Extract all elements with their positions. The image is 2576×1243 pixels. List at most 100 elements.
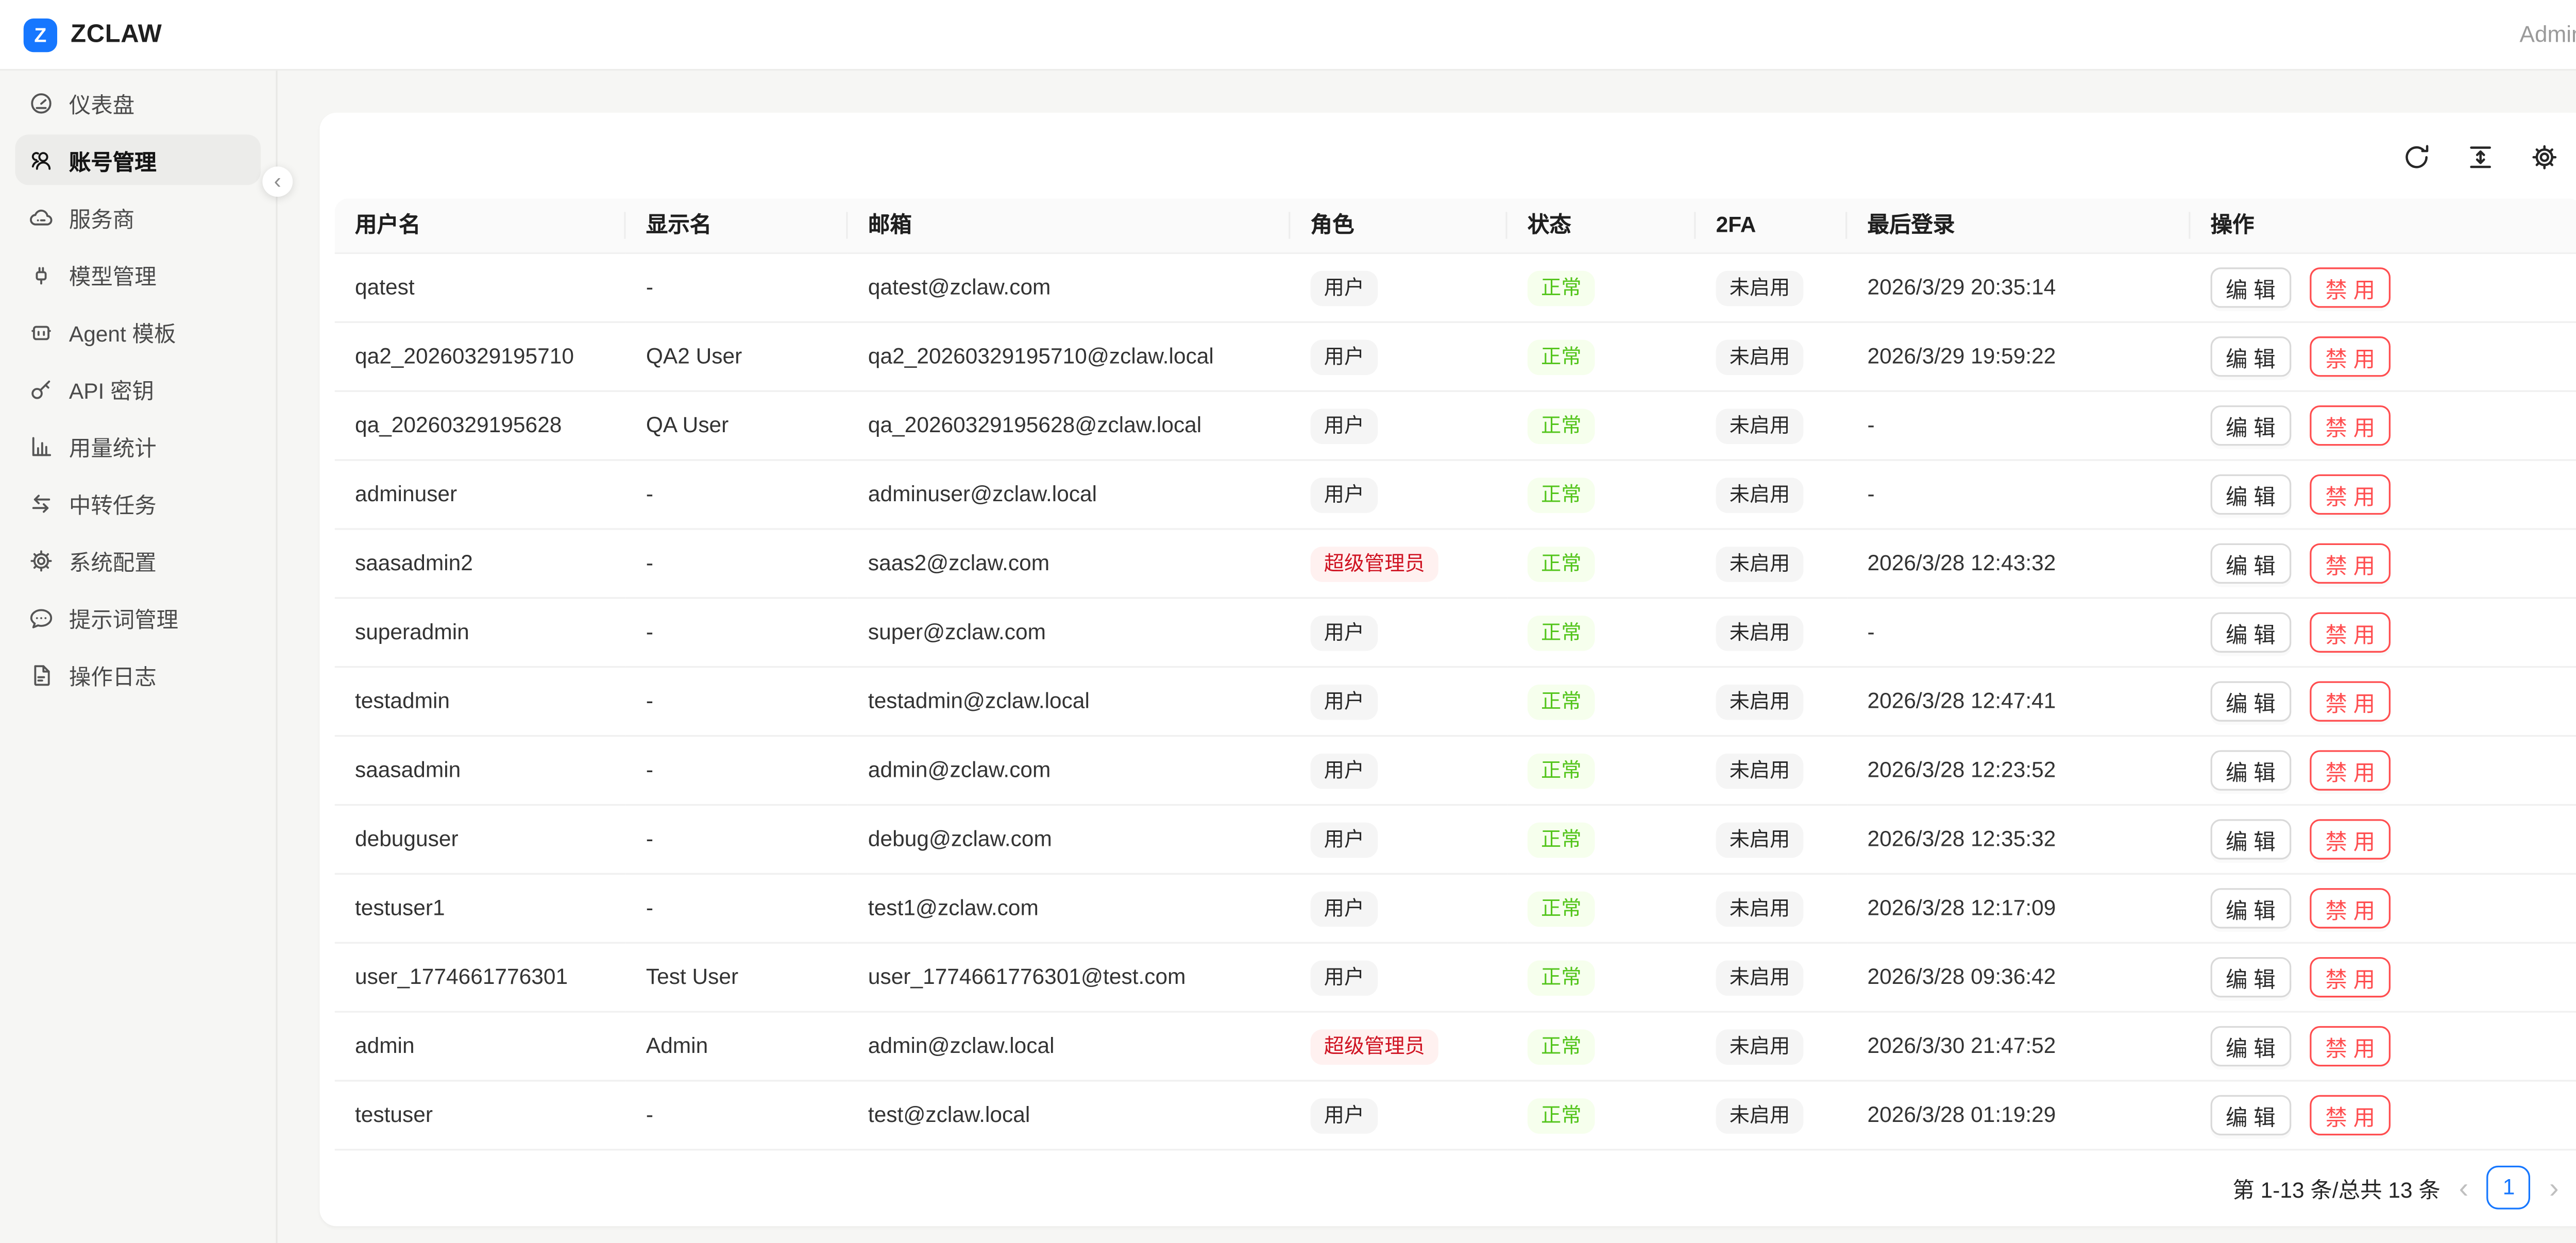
pagination-summary: 第 1-13 条/总共 13 条 xyxy=(2232,1177,2441,1202)
twofa-cell: 未启用 xyxy=(1696,1012,1848,1082)
settings-gear-icon[interactable] xyxy=(2530,143,2559,172)
sidebar-item-system-config[interactable]: 系统配置 xyxy=(15,535,261,585)
actions-cell: 编 辑 禁 用 xyxy=(2190,253,2576,323)
sidebar-item-usage-stats[interactable]: 用量统计 xyxy=(15,420,261,471)
twofa-cell: 未启用 xyxy=(1696,391,1848,461)
status-cell: 正常 xyxy=(1507,322,1696,392)
robot-icon xyxy=(29,319,54,344)
disable-button[interactable]: 禁 用 xyxy=(2310,474,2391,515)
refresh-icon[interactable] xyxy=(2402,143,2431,172)
twofa-cell: 未启用 xyxy=(1696,322,1848,392)
disable-button[interactable]: 禁 用 xyxy=(2310,750,2391,791)
status-cell: 正常 xyxy=(1507,1012,1696,1082)
sidebar-item-models[interactable]: 模型管理 xyxy=(15,249,261,299)
disable-button[interactable]: 禁 用 xyxy=(2310,405,2391,446)
column-height-icon[interactable] xyxy=(2466,143,2495,172)
last-login-cell: - xyxy=(1847,391,2191,461)
table-row: adminuser - adminuser@zclaw.local 用户 正常 … xyxy=(334,460,2576,530)
email-cell: qa_20260329195628@zclaw.local xyxy=(848,391,1291,461)
edit-button[interactable]: 编 辑 xyxy=(2210,819,2291,860)
disable-button[interactable]: 禁 用 xyxy=(2310,1026,2391,1067)
edit-button[interactable]: 编 辑 xyxy=(2210,1026,2291,1067)
disable-button[interactable]: 禁 用 xyxy=(2310,819,2391,860)
role-cell: 用户 xyxy=(1290,253,1507,323)
status-badge: 正常 xyxy=(1527,270,1595,305)
table-row: superadmin - super@zclaw.com 用户 正常 未启用 -… xyxy=(334,598,2576,668)
role-tag: 用户 xyxy=(1310,615,1378,651)
edit-button[interactable]: 编 辑 xyxy=(2210,543,2291,584)
role-tag: 用户 xyxy=(1310,407,1378,444)
sidebar-item-accounts[interactable]: 账号管理 xyxy=(15,134,261,185)
username-cell: user_1774661776301 xyxy=(334,943,626,1013)
disable-button[interactable]: 禁 用 xyxy=(2310,957,2391,998)
display-name-cell: - xyxy=(625,1080,848,1151)
message-icon xyxy=(29,605,54,630)
actions-cell: 编 辑 禁 用 xyxy=(2190,460,2576,530)
sidebar-item-dashboard[interactable]: 仪表盘 xyxy=(15,77,261,128)
sidebar-item-prompts[interactable]: 提示词管理 xyxy=(15,592,261,642)
disable-button[interactable]: 禁 用 xyxy=(2310,612,2391,653)
last-login-cell: 2026/3/28 01:19:29 xyxy=(1847,1080,2191,1151)
team-icon xyxy=(29,147,54,173)
disable-button[interactable]: 禁 用 xyxy=(2310,681,2391,722)
sidebar-collapse-button[interactable]: ‹ xyxy=(262,166,293,197)
role-tag: 用户 xyxy=(1310,1097,1378,1133)
sidebar-item-agent-templates[interactable]: Agent 模板 xyxy=(15,306,261,356)
twofa-cell: 未启用 xyxy=(1696,667,1848,737)
edit-button[interactable]: 编 辑 xyxy=(2210,612,2291,653)
edit-button[interactable]: 编 辑 xyxy=(2210,957,2291,998)
sidebar-item-api-keys[interactable]: API 密钥 xyxy=(15,363,261,414)
role-tag: 用户 xyxy=(1310,753,1378,788)
username-cell: saasadmin xyxy=(334,736,626,806)
email-cell: adminuser@zclaw.local xyxy=(848,460,1291,530)
sidebar-item-label: 模型管理 xyxy=(69,263,157,288)
swap-icon xyxy=(29,490,54,516)
pagination-page-1[interactable]: 1 xyxy=(2487,1165,2531,1210)
twofa-cell: 未启用 xyxy=(1696,736,1848,806)
disable-button[interactable]: 禁 用 xyxy=(2310,267,2391,308)
edit-button[interactable]: 编 辑 xyxy=(2210,888,2291,929)
table-row: saasadmin2 - saas2@zclaw.com 超级管理员 正常 未启… xyxy=(334,529,2576,599)
dashboard-icon xyxy=(29,90,54,115)
chart-icon xyxy=(29,433,54,458)
users-table: 用户名 显示名 邮箱 角色 状态 2FA 最后登录 操作 qatest - qatest@zc… xyxy=(334,198,2576,1151)
disable-button[interactable]: 禁 用 xyxy=(2310,543,2391,584)
email-cell: admin@zclaw.local xyxy=(848,1012,1291,1082)
display-name-cell: - xyxy=(625,736,848,806)
edit-button[interactable]: 编 辑 xyxy=(2210,474,2291,515)
username-cell: qa2_20260329195710 xyxy=(334,322,626,392)
edit-button[interactable]: 编 辑 xyxy=(2210,405,2291,446)
edit-button[interactable]: 编 辑 xyxy=(2210,681,2291,722)
status-cell: 正常 xyxy=(1507,460,1696,530)
username-cell: admin xyxy=(334,1012,626,1082)
status-cell: 正常 xyxy=(1507,529,1696,599)
pagination-prev-button[interactable]: ‹ xyxy=(2459,1171,2469,1204)
table-row: qa_20260329195628 QA User qa_20260329195… xyxy=(334,391,2576,461)
edit-button[interactable]: 编 辑 xyxy=(2210,336,2291,377)
status-badge: 正常 xyxy=(1527,615,1595,651)
role-tag: 超级管理员 xyxy=(1310,546,1438,582)
role-tag: 用户 xyxy=(1310,684,1378,719)
edit-button[interactable]: 编 辑 xyxy=(2210,267,2291,308)
edit-button[interactable]: 编 辑 xyxy=(2210,750,2291,791)
sidebar-item-providers[interactable]: 服务商 xyxy=(15,192,261,242)
table-row: testuser1 - test1@zclaw.com 用户 正常 未启用 20… xyxy=(334,874,2576,944)
column-header: 操作 xyxy=(2190,198,2576,254)
sidebar: 仪表盘 账号管理 服务商 模型管理 Agent 模板 API 密钥 用量统计 中… xyxy=(0,71,278,1243)
sidebar-item-label: API 密钥 xyxy=(69,378,155,403)
sidebar-item-operation-logs[interactable]: 操作日志 xyxy=(15,649,261,700)
status-cell: 正常 xyxy=(1507,253,1696,323)
display-name-cell: - xyxy=(625,874,848,944)
twofa-badge: 未启用 xyxy=(1716,615,1804,651)
email-cell: qatest@zclaw.com xyxy=(848,253,1291,323)
edit-button[interactable]: 编 辑 xyxy=(2210,1095,2291,1136)
pagination-next-button[interactable]: › xyxy=(2549,1171,2559,1204)
table-row: debuguser - debug@zclaw.com 用户 正常 未启用 20… xyxy=(334,805,2576,875)
sidebar-item-relay-tasks[interactable]: 中转任务 xyxy=(15,478,261,528)
header-user-label[interactable]: Admin xyxy=(2519,22,2576,47)
disable-button[interactable]: 禁 用 xyxy=(2310,336,2391,377)
disable-button[interactable]: 禁 用 xyxy=(2310,1095,2391,1136)
disable-button[interactable]: 禁 用 xyxy=(2310,888,2391,929)
display-name-cell: - xyxy=(625,253,848,323)
sidebar-item-label: 提示词管理 xyxy=(69,606,179,632)
